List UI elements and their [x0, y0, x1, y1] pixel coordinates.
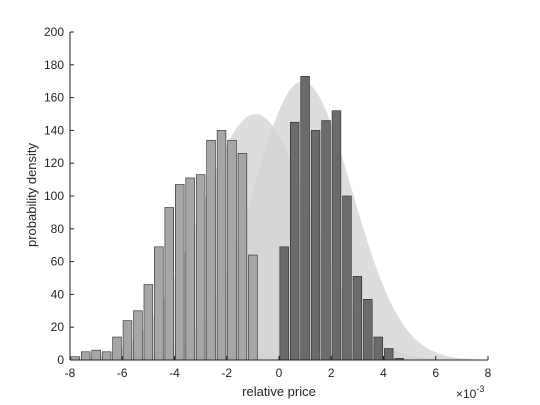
- x-tick-label: -8: [65, 366, 76, 380]
- bar-light-10: [164, 207, 174, 361]
- bar-dark-3: [300, 75, 310, 361]
- x-tick-label: 2: [328, 366, 335, 380]
- x-tick-label: 6: [432, 366, 439, 380]
- bar-light-3: [91, 349, 101, 361]
- bar-dark-9: [363, 299, 373, 361]
- x-tick-label: -6: [117, 366, 128, 380]
- x-axis-multiplier: ×10-3: [456, 384, 484, 401]
- bar-light-14: [206, 139, 216, 361]
- y-tick-label: 100: [44, 189, 64, 203]
- bar-light-18: [248, 254, 258, 361]
- x-tick-label: 0: [276, 366, 283, 380]
- y-axis-label: probability density: [24, 142, 39, 247]
- bar-light-8: [143, 284, 154, 361]
- bar-dark-2: [289, 121, 300, 361]
- bar-light-11: [175, 184, 185, 361]
- bar-dark-8: [352, 276, 363, 361]
- x-tick-label: -4: [169, 366, 180, 380]
- bar-light-16: [227, 139, 237, 361]
- y-tick-label: 60: [51, 255, 65, 269]
- x-tick-label: 8: [485, 366, 492, 380]
- bar-dark-1: [279, 246, 289, 361]
- bar-dark-4: [310, 130, 321, 361]
- bar-dark-10: [373, 336, 383, 361]
- bar-light-5: [112, 336, 122, 361]
- bar-light-12: [185, 177, 195, 361]
- y-tick-label: 140: [44, 123, 64, 137]
- bar-dark-11: [384, 348, 394, 361]
- x-tick-label: 4: [380, 366, 387, 380]
- bar-dark-7: [342, 195, 352, 361]
- y-tick-label: 160: [44, 91, 64, 105]
- bar-dark-5: [321, 120, 331, 361]
- density-curves: [70, 81, 488, 360]
- bar-light-9: [154, 246, 164, 361]
- y-tick-label: 200: [44, 25, 64, 39]
- x-axis-multiplier-base: ×10: [456, 387, 477, 401]
- y-tick-label: 40: [51, 287, 65, 301]
- bar-light-4: [101, 351, 112, 361]
- bar-light-2: [80, 351, 91, 361]
- y-tick-label: 120: [44, 156, 64, 170]
- x-axis-multiplier-exponent: -3: [476, 384, 484, 394]
- x-tick-label: -2: [221, 366, 232, 380]
- y-tick-label: 180: [44, 58, 64, 72]
- y-tick-label: 20: [51, 320, 65, 334]
- bar-light-17: [237, 153, 248, 361]
- bar-light-15: [216, 130, 227, 361]
- bar-light-13: [195, 174, 206, 361]
- bar-dark-6: [331, 110, 342, 361]
- histogram-bars: [70, 75, 404, 361]
- bar-light-7: [133, 310, 143, 361]
- y-tick-label: 0: [57, 353, 64, 367]
- y-tick-label: 80: [51, 222, 65, 236]
- density-curve-2: [70, 81, 488, 360]
- bar-light-6: [122, 320, 133, 361]
- x-axis-label: relative price: [242, 384, 316, 399]
